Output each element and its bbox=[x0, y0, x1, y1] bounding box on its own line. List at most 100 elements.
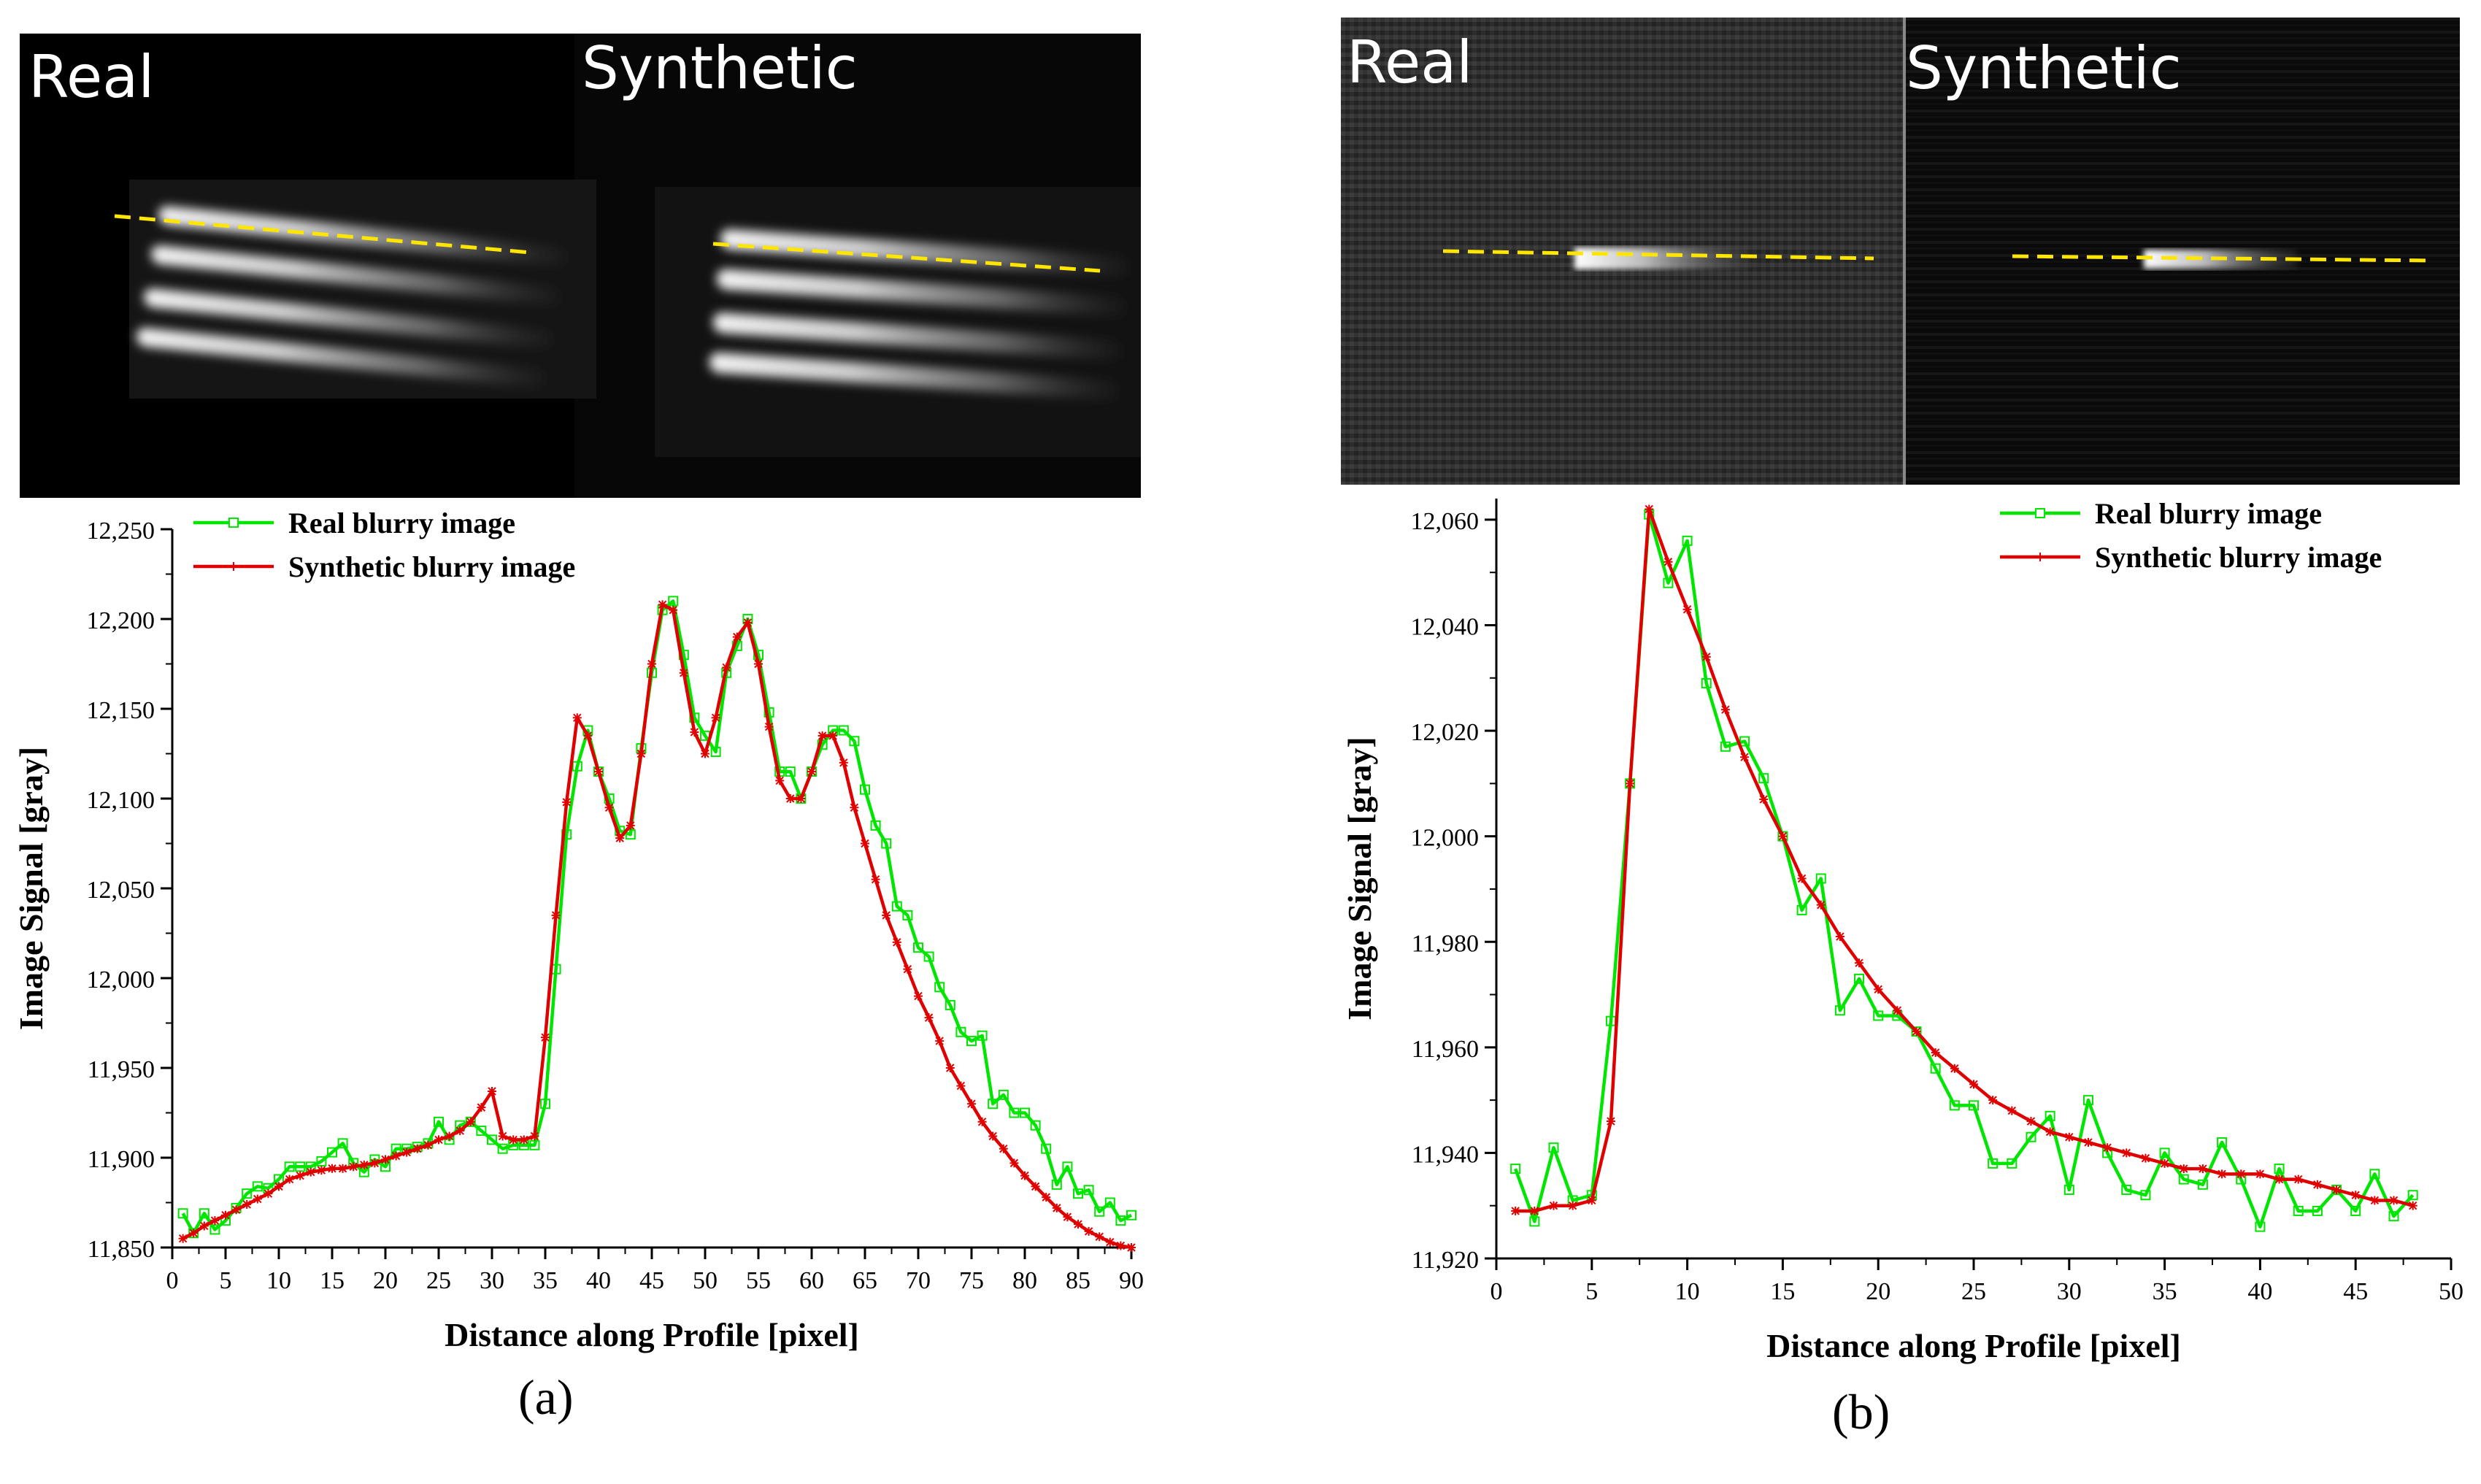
asterisk-stroke bbox=[253, 1194, 262, 1204]
x-tick-label: 15 bbox=[1770, 1278, 1795, 1305]
x-tick-label: 80 bbox=[1012, 1267, 1037, 1294]
data-point-synthetic bbox=[445, 1131, 454, 1141]
data-point-synthetic bbox=[338, 1164, 347, 1173]
asterisk-stroke bbox=[1020, 1171, 1029, 1180]
asterisk-stroke bbox=[594, 767, 603, 776]
y-tick-label: 11,900 bbox=[88, 1146, 155, 1173]
image-divider bbox=[1903, 18, 1906, 485]
data-point-real bbox=[902, 910, 913, 920]
asterisk-stroke bbox=[1530, 1207, 1539, 1215]
asterisk-stroke bbox=[1759, 795, 1768, 804]
data-point-real bbox=[487, 1134, 497, 1145]
data-point-real bbox=[1083, 1185, 1094, 1196]
asterisk-stroke bbox=[1969, 1080, 1978, 1089]
data-point-synthetic bbox=[2236, 1169, 2246, 1179]
asterisk-stroke bbox=[903, 964, 912, 974]
data-point-synthetic bbox=[861, 839, 869, 848]
asterisk-stroke bbox=[2026, 1117, 2036, 1126]
data-point-real bbox=[337, 1138, 348, 1149]
data-point-synthetic bbox=[2141, 1153, 2150, 1163]
asterisk-stroke bbox=[2332, 1185, 2341, 1194]
data-point-real bbox=[657, 604, 668, 615]
asterisk-stroke bbox=[946, 1064, 955, 1072]
x-axis-label: Distance along Profile [pixel] bbox=[1766, 1327, 2181, 1364]
data-point-real bbox=[572, 761, 582, 772]
x-tick-label: 25 bbox=[426, 1267, 451, 1294]
asterisk-stroke bbox=[360, 1161, 369, 1169]
data-point-real bbox=[2236, 1174, 2247, 1185]
data-point-synthetic bbox=[551, 910, 561, 920]
asterisk-stroke bbox=[1031, 1182, 1040, 1191]
data-point-synthetic bbox=[285, 1174, 294, 1184]
data-point-real bbox=[2197, 1179, 2208, 1190]
panel-b-image: Real Synthetic bbox=[1341, 18, 2460, 485]
asterisk-stroke bbox=[1042, 1193, 1050, 1202]
data-point-synthetic bbox=[1645, 504, 1654, 514]
data-point-synthetic bbox=[1530, 1206, 1539, 1215]
x-tick-label: 35 bbox=[2153, 1278, 2177, 1305]
data-point-real bbox=[1758, 773, 1769, 784]
data-point-synthetic bbox=[711, 713, 720, 723]
data-point-synthetic bbox=[892, 937, 901, 947]
data-point-real bbox=[742, 614, 753, 624]
asterisk-stroke bbox=[381, 1155, 390, 1164]
data-point-synthetic bbox=[764, 722, 774, 731]
asterisk-stroke bbox=[796, 794, 806, 803]
asterisk-stroke bbox=[1063, 1212, 1072, 1221]
asterisk-stroke bbox=[541, 1033, 550, 1042]
data-point-real bbox=[828, 725, 839, 736]
asterisk-stroke bbox=[498, 1131, 507, 1141]
data-point-real bbox=[1988, 1158, 1999, 1169]
asterisk-stroke bbox=[2274, 1174, 2284, 1184]
data-point-real bbox=[316, 1156, 327, 1166]
x-tick-label: 85 bbox=[1066, 1267, 1091, 1294]
data-point-real bbox=[1041, 1143, 1052, 1154]
asterisk-stroke bbox=[210, 1216, 220, 1225]
asterisk-stroke bbox=[349, 1162, 358, 1172]
asterisk-stroke bbox=[956, 1081, 966, 1091]
data-point-synthetic bbox=[562, 797, 572, 807]
asterisk-stroke bbox=[402, 1147, 411, 1157]
y-tick-label: 11,920 bbox=[1412, 1247, 1479, 1274]
data-point-synthetic bbox=[647, 659, 656, 669]
asterisk-stroke bbox=[455, 1126, 464, 1135]
x-tick-label: 20 bbox=[373, 1267, 398, 1294]
data-point-synthetic bbox=[583, 731, 593, 740]
data-point-real bbox=[2082, 1095, 2093, 1106]
data-point-real bbox=[412, 1142, 423, 1153]
data-point-synthetic bbox=[1663, 557, 1673, 566]
asterisk-stroke bbox=[2122, 1148, 2131, 1158]
data-point-synthetic bbox=[722, 663, 731, 672]
data-point-synthetic bbox=[594, 767, 603, 777]
asterisk-stroke bbox=[231, 1205, 241, 1215]
asterisk-stroke bbox=[935, 1037, 944, 1045]
data-point-real bbox=[2331, 1185, 2342, 1196]
asterisk-stroke bbox=[722, 663, 731, 672]
asterisk-stroke bbox=[775, 776, 784, 785]
asterisk-stroke bbox=[2370, 1196, 2380, 1205]
caption-b: (b) bbox=[1832, 1384, 1890, 1439]
asterisk-stroke bbox=[2103, 1143, 2112, 1152]
data-point-synthetic bbox=[977, 1117, 987, 1126]
y-tick-label: 12,000 bbox=[87, 966, 155, 993]
asterisk-stroke bbox=[1855, 958, 1863, 967]
asterisk-stroke bbox=[2408, 1202, 2417, 1210]
x-tick-label: 20 bbox=[1866, 1278, 1890, 1305]
data-point-synthetic bbox=[370, 1158, 380, 1168]
data-point-synthetic bbox=[2083, 1137, 2093, 1147]
asterisk-stroke bbox=[977, 1118, 987, 1126]
asterisk-stroke bbox=[743, 618, 753, 627]
legend-label: Synthetic blurry image bbox=[2095, 541, 2382, 574]
data-point-synthetic bbox=[1511, 1206, 1520, 1215]
data-point-real bbox=[231, 1202, 242, 1213]
x-tick-label: 15 bbox=[320, 1267, 345, 1294]
asterisk-stroke bbox=[743, 618, 753, 627]
data-point-real bbox=[2178, 1174, 2189, 1185]
data-point-synthetic bbox=[999, 1144, 1008, 1153]
data-point-real bbox=[497, 1143, 508, 1154]
data-point-synthetic bbox=[2370, 1196, 2380, 1205]
x-tick-label: 40 bbox=[2247, 1278, 2272, 1305]
data-point-synthetic bbox=[2179, 1164, 2188, 1174]
y-tick-label: 11,850 bbox=[88, 1236, 155, 1263]
asterisk-stroke bbox=[562, 798, 571, 807]
